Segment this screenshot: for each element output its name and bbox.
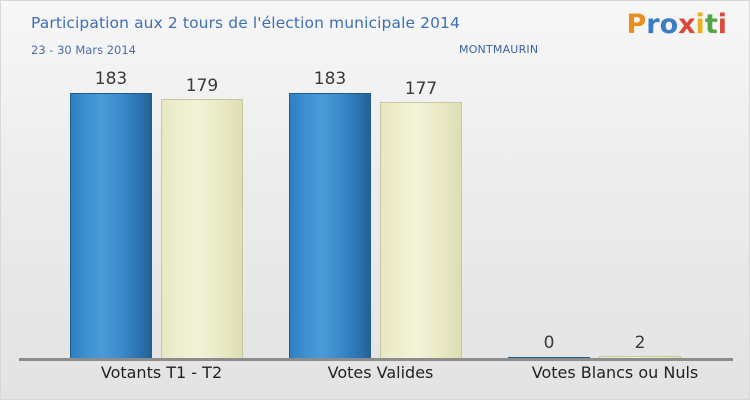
bar-value-blancs-t1: 0 [543, 333, 555, 353]
logo-letter-i2: i [717, 9, 727, 40]
bar-value-blancs-t2: 2 [634, 333, 646, 353]
x-axis-line [19, 358, 733, 361]
legend-item-blancs[interactable]: Votes Blancs ou Nuls [531, 363, 699, 382]
legend-item-votants[interactable]: Votants T1 - T2 [100, 363, 223, 382]
bar-value-valides-t1: 183 [313, 69, 347, 89]
bar-value-votants-t1: 183 [94, 69, 128, 89]
bar-value-votants-t2: 179 [185, 76, 219, 96]
legend: Votants T1 - T2 Votes Valides Votes Blan… [19, 363, 733, 395]
bar-votants-t1[interactable] [70, 93, 152, 361]
date-range-label: 23 - 30 Mars 2014 [31, 43, 136, 57]
bar-valides-t2[interactable] [380, 102, 462, 361]
logo-letter-r: r [646, 9, 660, 40]
proxiti-logo: Proxiti [626, 11, 727, 38]
bar-value-valides-t2: 177 [404, 79, 438, 99]
logo-letter-x: x [678, 9, 696, 40]
logo-letter-t: t [704, 9, 718, 40]
page-title: Participation aux 2 tours de l'élection … [31, 14, 460, 32]
bar-plot-area: 183 179 183 177 0 2 [19, 69, 733, 361]
bar-valides-t1[interactable] [289, 93, 371, 361]
logo-letter-i1: i [695, 9, 705, 40]
logo-letter-o: o [659, 9, 679, 40]
bar-votants-t2[interactable] [161, 99, 243, 361]
commune-label: MONTMAURIN [459, 43, 539, 56]
logo-letter-p: P [626, 9, 647, 40]
legend-item-valides[interactable]: Votes Valides [327, 363, 434, 382]
